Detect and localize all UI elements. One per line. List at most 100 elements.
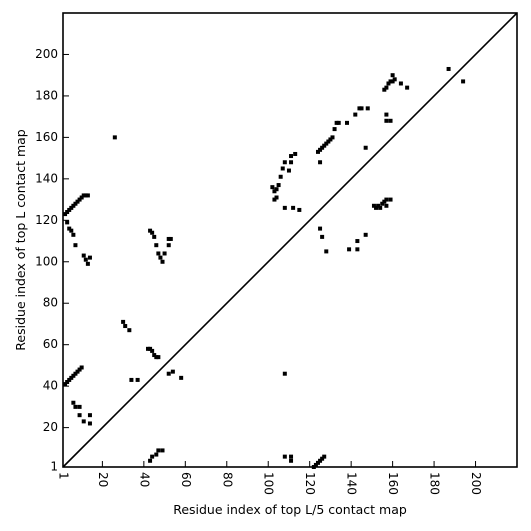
contact-point-top-l — [392, 77, 397, 82]
contact-point-top-l — [446, 66, 451, 71]
contact-point-top-l5 — [363, 232, 368, 237]
contact-point-top-l — [158, 255, 163, 260]
contact-point-top-l — [168, 236, 173, 241]
contact-point-top-l — [326, 139, 331, 144]
contact-point-top-l — [85, 261, 90, 266]
contact-point-top-l — [345, 120, 350, 125]
contact-point-top-l — [166, 243, 171, 248]
contact-point-top-l5 — [371, 203, 376, 208]
x-tick-label: 20 — [96, 472, 110, 487]
contact-point-top-l — [318, 160, 323, 165]
contact-point-top-l5 — [313, 462, 318, 467]
x-tick-label: 40 — [137, 472, 151, 487]
contact-point-top-l — [390, 73, 395, 78]
contact-point-top-l5 — [150, 454, 155, 459]
contact-point-top-l — [365, 106, 370, 111]
contact-point-top-l5 — [77, 413, 82, 418]
contact-point-top-l — [328, 137, 333, 142]
x-tick-label: 60 — [179, 472, 193, 487]
diagonal-line — [62, 12, 518, 468]
contact-point-top-l — [152, 234, 157, 239]
contact-point-top-l5 — [324, 249, 329, 254]
contact-point-top-l — [286, 168, 291, 173]
contact-point-top-l — [272, 197, 277, 202]
contact-point-top-l — [69, 228, 74, 233]
y-tick-label: 120 — [35, 213, 58, 227]
contact-point-top-l5 — [69, 375, 74, 380]
contact-point-top-l5 — [179, 375, 184, 380]
contact-point-top-l5 — [382, 199, 387, 204]
contact-point-top-l — [112, 135, 117, 140]
contact-point-top-l5 — [289, 458, 294, 463]
contact-point-top-l5 — [384, 197, 389, 202]
contact-point-top-l — [291, 205, 296, 210]
contact-point-top-l — [318, 147, 323, 152]
contact-point-top-l5 — [65, 380, 70, 384]
contact-point-top-l — [390, 79, 395, 84]
contact-point-top-l5 — [378, 205, 383, 210]
contact-point-top-l5 — [320, 234, 325, 239]
contact-point-top-l — [127, 328, 132, 333]
contact-point-top-l5 — [87, 421, 92, 426]
contact-point-top-l — [289, 160, 294, 165]
contact-point-top-l — [297, 207, 302, 212]
contact-point-top-l — [81, 193, 86, 198]
contact-point-top-l5 — [156, 448, 161, 453]
contact-point-top-l — [77, 197, 82, 202]
contact-point-top-l — [386, 81, 391, 86]
contact-point-top-l5 — [282, 454, 287, 459]
contact-point-top-l — [270, 185, 275, 190]
contact-point-top-l5 — [320, 456, 325, 461]
contact-point-top-l — [334, 120, 339, 125]
y-tick-label: 60 — [43, 337, 58, 351]
contact-point-top-l — [123, 324, 128, 329]
contact-point-top-l — [384, 118, 389, 123]
contact-point-top-l5 — [160, 448, 165, 453]
contact-point-top-l5 — [75, 369, 80, 374]
contact-point-top-l — [384, 85, 389, 90]
contact-point-top-l5 — [355, 247, 360, 252]
contact-point-top-l — [71, 203, 76, 208]
contact-point-top-l5 — [152, 353, 157, 358]
contact-point-top-l — [280, 166, 285, 171]
contact-point-top-l5 — [135, 377, 140, 382]
plot-frame — [62, 12, 518, 468]
contact-point-top-l5 — [289, 454, 294, 459]
x-axis-ticks: 1 20 40 60 80 100 120 140 160 180 200 — [57, 461, 483, 495]
contact-point-top-l5 — [384, 203, 389, 208]
contact-point-top-l5 — [146, 346, 150, 351]
contact-point-top-l5 — [154, 355, 159, 360]
contact-point-top-l5 — [374, 205, 379, 210]
contact-point-top-l — [79, 195, 84, 200]
contact-point-top-l — [324, 141, 329, 146]
y-tick-label: 140 — [35, 171, 58, 185]
contact-point-top-l — [278, 174, 283, 179]
contact-point-top-l — [69, 205, 74, 210]
contact-point-top-l — [388, 79, 393, 84]
contact-point-top-l5 — [148, 346, 153, 351]
contact-point-top-l — [156, 251, 161, 256]
y-tick-label: 100 — [35, 254, 58, 268]
y-tick-label: 180 — [35, 88, 58, 102]
y-tick-label: 40 — [43, 379, 58, 393]
contact-point-top-l5 — [166, 371, 171, 376]
contact-point-top-l5 — [282, 371, 287, 376]
contact-point-top-l — [81, 253, 86, 258]
y-tick-label: 80 — [43, 296, 58, 310]
contact-point-top-l — [320, 145, 325, 150]
x-tick-label: 180 — [428, 472, 442, 495]
y-tick-label: 1 — [50, 460, 58, 474]
contact-point-top-l — [357, 106, 362, 111]
contact-point-top-l — [353, 112, 358, 117]
contact-point-top-l5 — [73, 371, 78, 376]
contact-point-top-l — [322, 143, 327, 148]
contact-point-top-l5 — [322, 454, 327, 459]
x-axis-label: Residue index of top L/5 contact map — [173, 502, 407, 517]
contact-point-top-l5 — [77, 367, 82, 372]
contact-point-top-l5 — [79, 365, 84, 370]
contact-point-top-l — [166, 236, 171, 241]
contact-point-top-l5 — [170, 369, 175, 374]
x-tick-label: 100 — [262, 472, 276, 495]
contact-point-top-l — [150, 230, 155, 235]
